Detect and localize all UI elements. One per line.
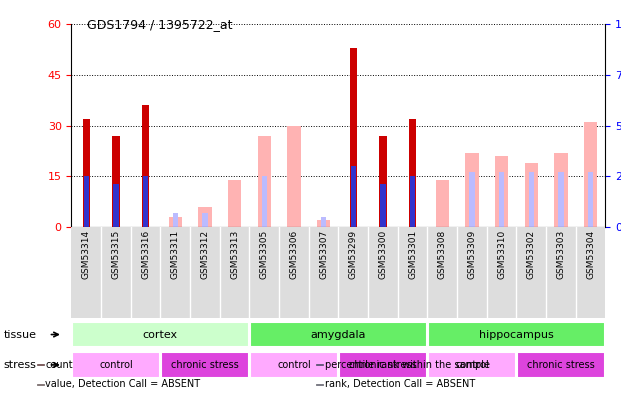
Bar [83, 119, 90, 227]
Bar [317, 220, 330, 227]
Bar [350, 48, 357, 227]
Bar [351, 166, 356, 227]
Bar [528, 172, 534, 227]
Bar [499, 172, 504, 227]
Text: hippocampus: hippocampus [479, 330, 554, 339]
Bar [465, 153, 479, 227]
Text: GSM53311: GSM53311 [171, 230, 179, 279]
Bar [143, 176, 148, 227]
Bar [37, 384, 44, 385]
Text: GSM53307: GSM53307 [319, 230, 328, 279]
Text: GSM53312: GSM53312 [201, 230, 209, 279]
Text: GSM53303: GSM53303 [556, 230, 566, 279]
Text: control: control [277, 360, 311, 370]
Bar [202, 213, 207, 227]
Bar [495, 156, 509, 227]
Bar [525, 163, 538, 227]
Text: GSM53305: GSM53305 [260, 230, 269, 279]
Bar [198, 207, 212, 227]
Text: chronic stress: chronic stress [527, 360, 595, 370]
Text: percentile rank within the sample: percentile rank within the sample [325, 360, 490, 370]
Text: cortex: cortex [143, 330, 178, 339]
Text: GSM53310: GSM53310 [497, 230, 506, 279]
Text: GSM53316: GSM53316 [141, 230, 150, 279]
Bar [409, 119, 416, 227]
Text: GSM53299: GSM53299 [349, 230, 358, 279]
Text: chronic stress: chronic stress [171, 360, 239, 370]
Bar [428, 352, 515, 377]
Text: GSM53308: GSM53308 [438, 230, 446, 279]
Text: control: control [99, 360, 133, 370]
Text: GSM53302: GSM53302 [527, 230, 536, 279]
Bar [316, 384, 324, 385]
Bar [142, 105, 149, 227]
Bar [410, 176, 415, 227]
Bar [321, 217, 326, 227]
Text: tissue: tissue [4, 330, 37, 339]
Bar [584, 122, 597, 227]
Text: GSM53300: GSM53300 [378, 230, 388, 279]
Text: amygdala: amygdala [310, 330, 366, 339]
Bar [37, 364, 44, 365]
Bar [228, 179, 242, 227]
Text: GSM53301: GSM53301 [408, 230, 417, 279]
Bar [173, 213, 178, 227]
Bar [72, 352, 160, 377]
Bar [558, 172, 564, 227]
Bar [469, 172, 474, 227]
Bar [250, 322, 427, 347]
Bar [168, 217, 182, 227]
Bar [517, 352, 605, 377]
Text: value, Detection Call = ABSENT: value, Detection Call = ABSENT [45, 379, 201, 389]
Bar [339, 352, 427, 377]
Bar [261, 176, 267, 227]
Text: GSM53315: GSM53315 [111, 230, 120, 279]
Text: rank, Detection Call = ABSENT: rank, Detection Call = ABSENT [325, 379, 475, 389]
Bar [258, 136, 271, 227]
Text: GDS1794 / 1395722_at: GDS1794 / 1395722_at [87, 18, 232, 31]
Text: GSM53306: GSM53306 [289, 230, 299, 279]
Text: chronic stress: chronic stress [349, 360, 417, 370]
Bar [316, 364, 324, 365]
Bar [72, 322, 248, 347]
Text: GSM53313: GSM53313 [230, 230, 239, 279]
Bar [288, 126, 301, 227]
Bar [435, 179, 449, 227]
Bar [379, 136, 387, 227]
Bar [113, 184, 119, 227]
Text: GSM53304: GSM53304 [586, 230, 595, 279]
Text: GSM53314: GSM53314 [82, 230, 91, 279]
Bar [161, 352, 248, 377]
Bar [588, 172, 593, 227]
Text: control: control [455, 360, 489, 370]
Text: GSM53309: GSM53309 [468, 230, 476, 279]
Bar [555, 153, 568, 227]
Bar [250, 352, 338, 377]
Bar [380, 184, 386, 227]
Text: count: count [45, 360, 73, 370]
Bar [84, 176, 89, 227]
Bar [112, 136, 120, 227]
Bar [428, 322, 605, 347]
Text: stress: stress [4, 360, 37, 370]
